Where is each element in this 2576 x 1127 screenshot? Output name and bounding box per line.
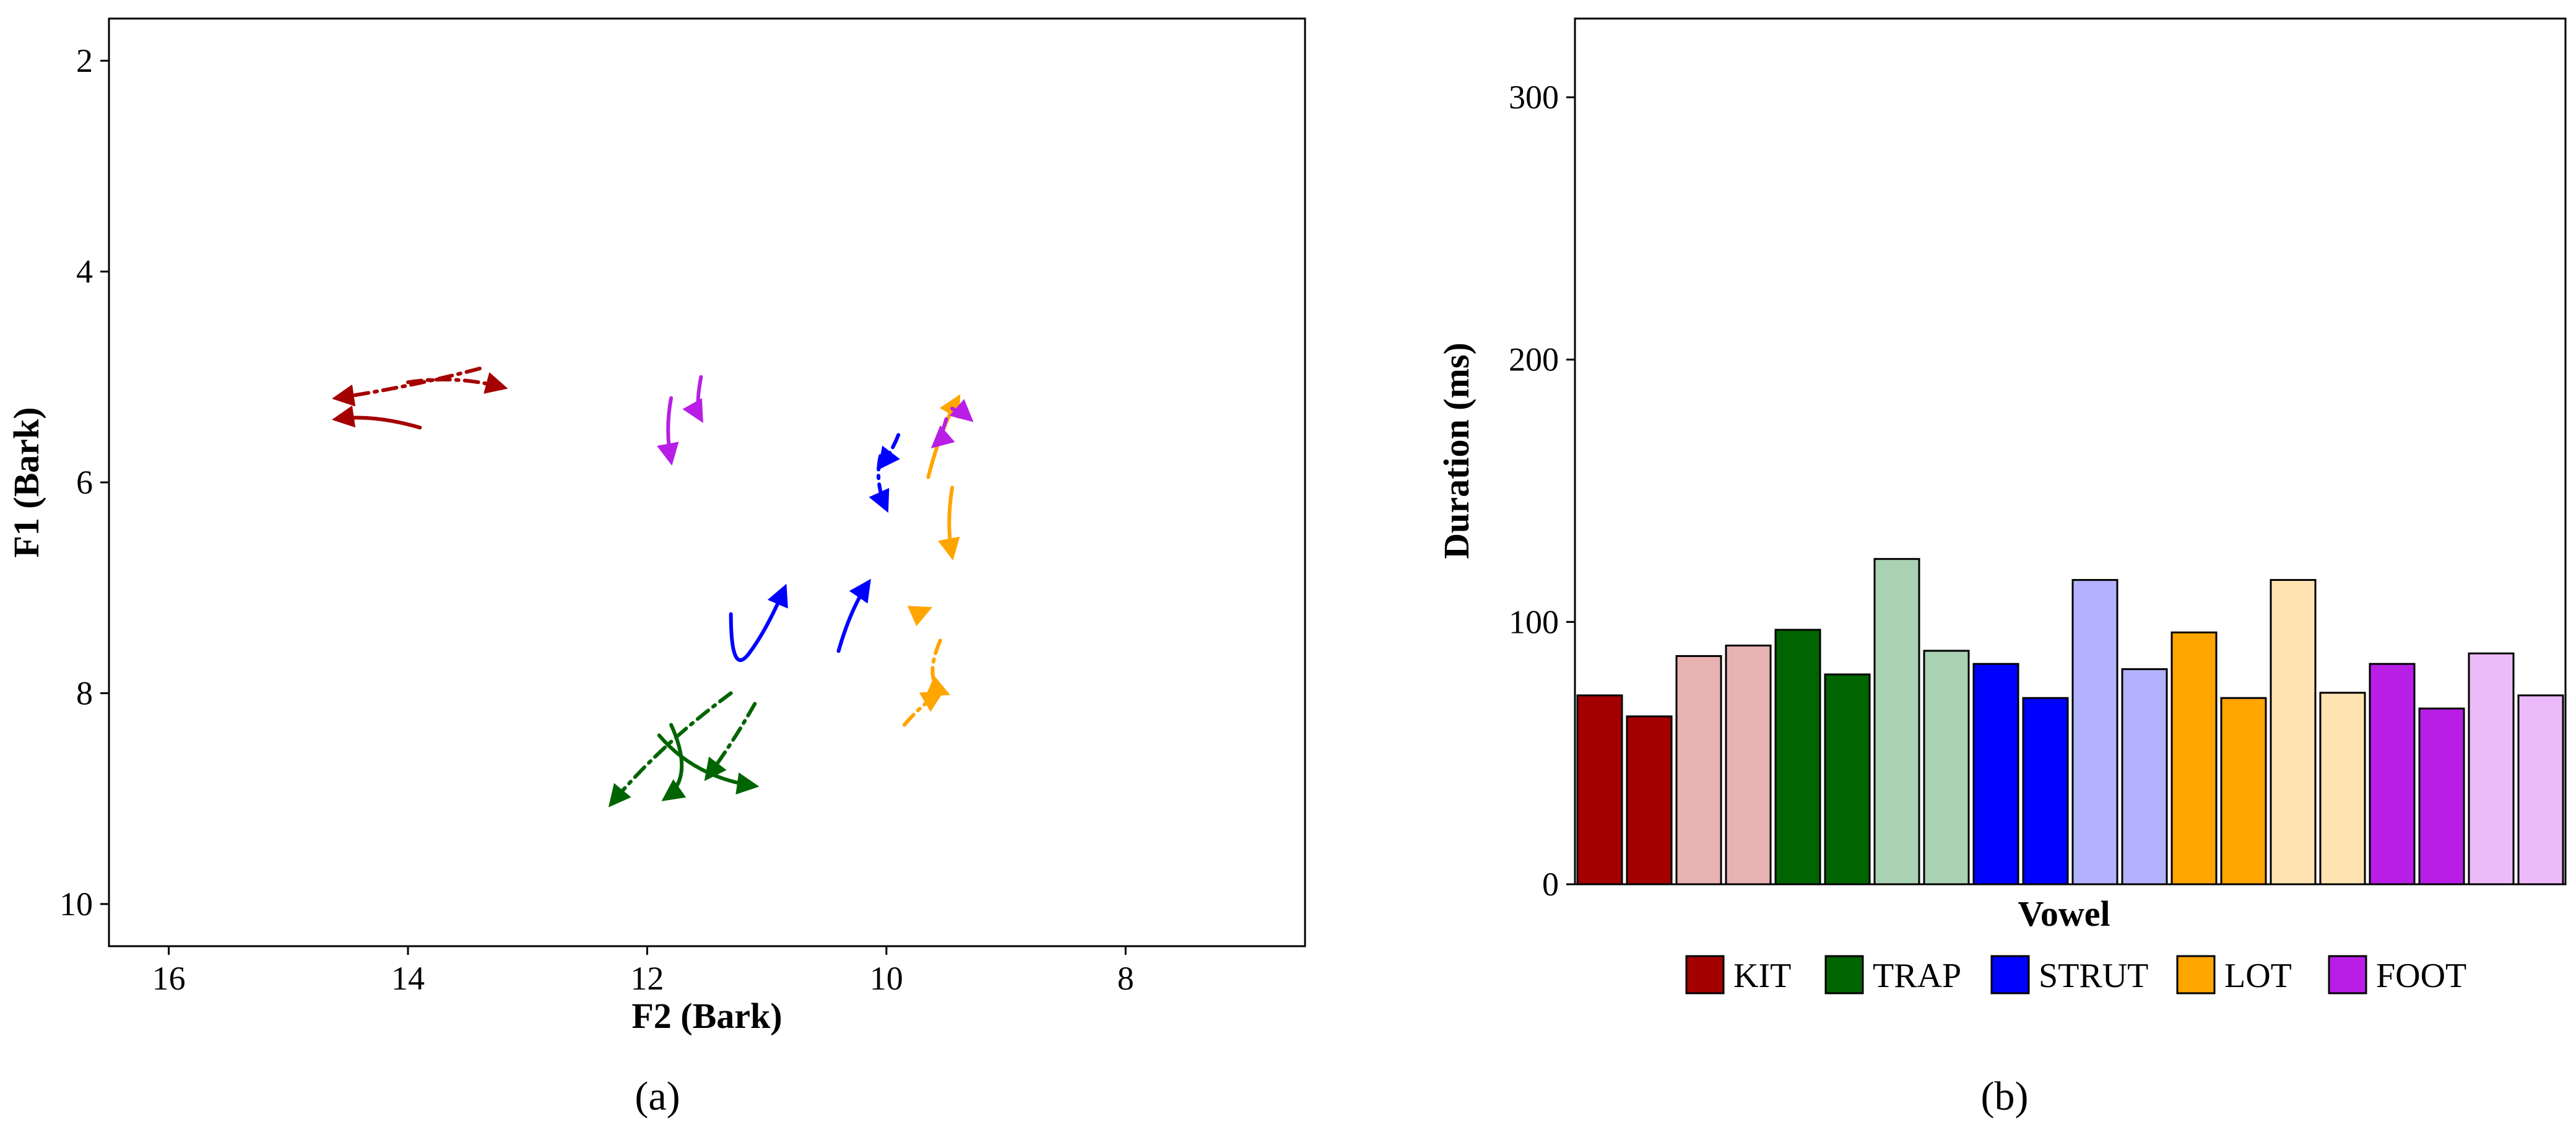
trajectory-trap	[608, 691, 733, 807]
y-tick-label: 2	[76, 42, 93, 79]
legend-label-kit: KIT	[1733, 957, 1791, 995]
bar-trap	[1824, 673, 1871, 886]
x-axis-title-b: Vowel	[2018, 894, 2110, 934]
duration-panel: 0 100 200 300 Vowel Duration (ms) KIT TRAP ST…	[1393, 0, 2576, 1124]
trajectory-lot	[907, 606, 933, 627]
legend-label-strut: STRUT	[2039, 957, 2148, 995]
bar-strut	[2121, 668, 2168, 886]
trajectory-kit	[331, 405, 422, 430]
trajectory-kit	[331, 367, 482, 407]
plot-frame-b	[1574, 17, 2567, 886]
trajectory-lot	[938, 485, 960, 561]
bar-trap	[1923, 650, 1970, 886]
bar-strut	[1972, 663, 2019, 886]
x-axis-title-a: F2 (Bark)	[631, 996, 782, 1036]
legend-swatch-trap	[1824, 955, 1864, 994]
axis-ticks-a: 16 14 12 10 8 2 4 6 8 10	[59, 42, 1134, 997]
y-axis-title-a: F1 (Bark)	[6, 407, 46, 557]
bar-strut	[2071, 579, 2118, 886]
trajectory-trap	[657, 733, 760, 795]
bar-kit	[1675, 655, 1722, 886]
bar-lot	[2171, 631, 2218, 886]
duration-bars	[1576, 558, 2564, 886]
trajectory-trap	[704, 702, 757, 781]
bar-foot	[2369, 663, 2416, 886]
bar-lot	[2319, 692, 2366, 886]
duration-bar-chart: 0 100 200 300 Vowel Duration (ms) KIT TRAP ST…	[1436, 17, 2567, 1119]
trajectory-foot	[930, 417, 955, 449]
y-tick-label: 6	[76, 464, 93, 501]
y-tick-label: 200	[1509, 341, 1559, 378]
y-tick-label: 300	[1509, 79, 1559, 116]
trajectory-lot	[902, 690, 944, 727]
trajectory-foot	[682, 375, 703, 424]
formant-trajectory-chart: 16 14 12 10 8 2 4 6 8 10 F2 (Bark) F1 (Bark) (a)	[6, 17, 1306, 1119]
plot-frame-a	[108, 17, 1306, 947]
trajectory-trap	[661, 723, 687, 801]
legend-swatch-foot	[2328, 955, 2367, 994]
legend-swatch-lot	[2176, 955, 2216, 994]
legend-swatch-strut	[1990, 955, 2030, 994]
panel-label-b: (b)	[1981, 1074, 2029, 1119]
legend: KIT TRAP STRUT LOT FOOT	[1685, 955, 2466, 995]
trajectory-lines	[331, 367, 974, 807]
bar-kit	[1725, 644, 1772, 886]
trajectory-foot	[657, 396, 679, 466]
x-tick-label: 10	[870, 960, 903, 997]
bar-foot	[2418, 707, 2465, 886]
trajectory-strut	[729, 583, 788, 662]
y-tick-label: 0	[1542, 866, 1559, 903]
trajectory-strut	[836, 578, 871, 653]
bar-lot	[2220, 697, 2267, 886]
bar-lot	[2270, 579, 2317, 886]
y-tick-label: 10	[59, 886, 93, 923]
legend-label-trap: TRAP	[1873, 957, 1961, 995]
bar-foot	[2468, 652, 2515, 886]
bar-strut	[2022, 697, 2069, 886]
panel-label-a: (a)	[635, 1074, 680, 1119]
bar-foot	[2517, 694, 2564, 886]
trajectory-kit	[406, 372, 508, 394]
bar-kit	[1626, 715, 1673, 886]
x-tick-label: 12	[630, 960, 664, 997]
x-tick-label: 14	[391, 960, 425, 997]
trajectory-foot	[949, 399, 974, 422]
bar-trap	[1774, 629, 1821, 886]
x-tick-label: 16	[152, 960, 186, 997]
y-tick-label: 8	[76, 674, 93, 711]
legend-label-foot: FOOT	[2376, 957, 2466, 995]
trajectory-strut	[877, 433, 901, 471]
formant-trajectory-panel: 16 14 12 10 8 2 4 6 8 10 F2 (Bark) F1 (Bark) (a)	[6, 17, 1306, 1119]
legend-swatch-kit	[1685, 955, 1725, 994]
y-axis-title-b: Duration (ms)	[1436, 342, 1477, 559]
bar-kit	[1576, 694, 1623, 886]
y-tick-label: 4	[76, 253, 93, 290]
legend-label-lot: LOT	[2224, 957, 2292, 995]
y-tick-label: 100	[1509, 603, 1559, 640]
x-tick-label: 8	[1117, 960, 1134, 997]
bar-trap	[1873, 558, 1920, 886]
trajectory-lot	[925, 638, 950, 697]
axis-ticks-b: 0 100 200 300	[1509, 79, 1575, 903]
